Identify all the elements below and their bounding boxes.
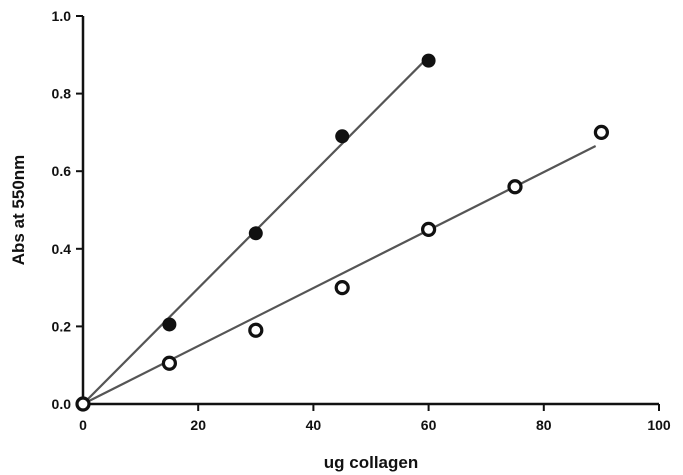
x-tick-label: 20 xyxy=(190,417,206,433)
filled-circle-point xyxy=(162,317,177,332)
x-tick-label: 100 xyxy=(647,417,671,433)
y-tick-label: 0.6 xyxy=(52,163,72,179)
open-circle-point xyxy=(421,221,437,237)
filled-circle-point xyxy=(335,129,350,144)
y-axis-ticks: 0.0 0.2 0.4 0.6 0.8 1.0 xyxy=(52,8,83,412)
open-circle-point xyxy=(75,396,91,412)
filled-circle-point xyxy=(421,53,436,68)
y-tick-label: 1.0 xyxy=(52,8,72,24)
open-circle-point xyxy=(593,124,610,140)
fit-lines xyxy=(82,61,597,405)
open-circle-point xyxy=(334,280,350,296)
open-circle-point xyxy=(161,355,177,371)
x-axis-ticks: 0 20 40 60 80 100 xyxy=(79,404,671,433)
filled-circle-point xyxy=(248,226,263,241)
y-tick-label: 0.0 xyxy=(52,396,72,412)
y-tick-label: 0.2 xyxy=(52,318,72,334)
x-tick-label: 0 xyxy=(79,417,87,433)
x-tick-label: 60 xyxy=(421,417,437,433)
x-tick-label: 40 xyxy=(306,417,322,433)
open-circle-point xyxy=(507,179,523,195)
x-tick-label: 80 xyxy=(536,417,552,433)
data-points xyxy=(75,53,610,412)
axes xyxy=(81,16,659,406)
open-circle-point xyxy=(248,322,264,338)
x-axis-title: ug collagen xyxy=(324,453,418,472)
y-axis-title: Abs at 550nm xyxy=(9,155,28,266)
y-tick-label: 0.8 xyxy=(52,86,72,102)
y-tick-label: 0.4 xyxy=(52,241,72,257)
